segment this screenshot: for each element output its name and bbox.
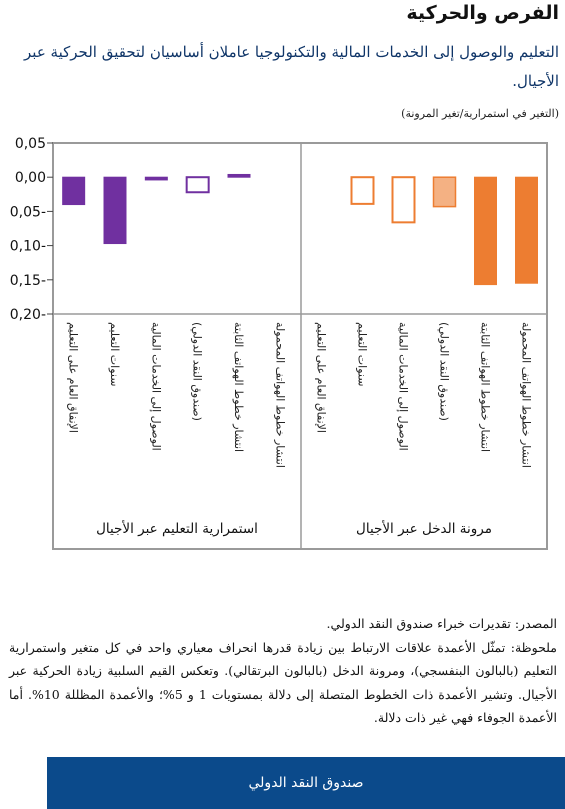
x-tick-label: الإنفاق العام على التعليم (67, 322, 80, 433)
bar (227, 173, 251, 178)
x-tick-label: انتشار خطوط الهواتف المحمولة (273, 322, 286, 468)
x-tick-label: الوصول إلى الخدمات المالية (149, 322, 162, 451)
x-tick-label: (صندوق النقد الدولي) (191, 322, 204, 421)
x-tick-label: الإنفاق العام على التعليم (315, 322, 328, 433)
bar (62, 176, 86, 206)
y-tick-label: 0,20- (10, 307, 46, 323)
group-label: استمرارية التعليم عبر الأجيال (96, 520, 258, 537)
bar (103, 176, 127, 245)
y-tick-label: 0,10- (10, 239, 46, 255)
x-tick-label: انتشار خطوط الهواتف الثابتة (232, 322, 245, 452)
footer-label: صندوق النقد الدولي (248, 775, 364, 791)
y-tick-label: 0,05 (15, 136, 46, 152)
x-tick-label: سنوات التعليم (356, 322, 369, 386)
x-tick-label: انتشار خطوط الهواتف المحمولة (520, 322, 533, 468)
chart-title: الفرص والحركية (406, 2, 559, 24)
bar (432, 176, 457, 208)
y-tick-label: 0,00 (15, 170, 46, 186)
notes: المصدر: تقديرات خبراء صندوق النقد الدولي… (9, 612, 557, 730)
bar (474, 176, 497, 286)
x-tick-label: سنوات التعليم (108, 322, 121, 386)
chart-frame (52, 142, 548, 550)
footer-bar[interactable]: صندوق النقد الدولي (47, 757, 565, 809)
x-tick-label: الوصول إلى الخدمات المالية (397, 322, 410, 451)
x-tick-label: (صندوق النقد الدولي) (438, 322, 451, 421)
chart-subtitle: التعليم والوصول إلى الخدمات المالية والت… (24, 43, 559, 90)
unit-label: (التغير في استمرارية/تغير المرونة) (401, 107, 559, 120)
y-tick-label: 0,05- (10, 204, 46, 220)
bar (515, 176, 538, 284)
bar (144, 176, 168, 181)
x-tick-label: انتشار خطوط الهواتف الثابتة (479, 322, 492, 452)
bar (350, 176, 375, 205)
y-tick-label: 0,15- (10, 273, 46, 289)
group-label: مرونة الدخل عبر الأجيال (356, 520, 492, 537)
bar-chart: 0,05 0,00 0,05- 0,10- 0,15- 0,20- الإنفاق العا… (10, 136, 548, 550)
bar (391, 176, 416, 224)
source-text: المصدر: تقديرات خبراء صندوق النقد الدولي… (326, 616, 557, 631)
note-text: ملحوظة: تمثّل الأعمدة علاقات الارتباط بي… (9, 639, 557, 726)
bar (185, 176, 210, 194)
